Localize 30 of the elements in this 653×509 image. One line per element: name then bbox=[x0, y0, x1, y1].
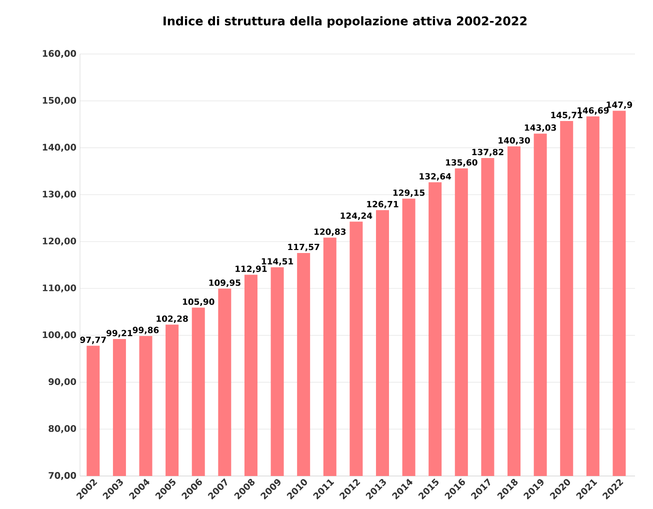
data-label: 105,90 bbox=[182, 298, 214, 306]
data-label: 140,30 bbox=[498, 137, 530, 145]
y-tick-label: 100,00 bbox=[42, 331, 76, 340]
data-label: 114,51 bbox=[262, 258, 294, 266]
data-label: 120,83 bbox=[314, 228, 346, 236]
data-label: 99,86 bbox=[132, 326, 159, 334]
data-label: 135,60 bbox=[446, 159, 478, 167]
y-tick-label: 70,00 bbox=[48, 472, 76, 480]
y-tick-label: 120,00 bbox=[42, 238, 76, 246]
y-tick-label: 80,00 bbox=[48, 425, 76, 434]
data-label: 117,57 bbox=[288, 244, 320, 252]
y-tick-label: 140,00 bbox=[42, 144, 76, 152]
data-label: 129,15 bbox=[393, 189, 425, 197]
data-label: 132,64 bbox=[420, 173, 452, 181]
y-tick-label: 110,00 bbox=[42, 284, 76, 292]
data-label: 124,24 bbox=[340, 212, 372, 220]
y-tick-label: 130,00 bbox=[42, 190, 76, 199]
data-label: 112,91 bbox=[236, 266, 267, 274]
y-tick-label: 90,00 bbox=[48, 378, 76, 386]
data-label: 109,95 bbox=[209, 280, 240, 287]
data-label: 126,71 bbox=[367, 200, 398, 208]
data-label: 143,03 bbox=[524, 124, 556, 132]
data-label: 99,21 bbox=[106, 330, 132, 338]
data-label: 102,28 bbox=[156, 315, 188, 323]
chart-title: Indice di struttura della popolazione attiva 2002-2022 bbox=[164, 16, 527, 28]
data-label: 97,77 bbox=[80, 336, 106, 344]
y-tick-label: 150,00 bbox=[42, 96, 76, 105]
y-tick-label: 160,00 bbox=[42, 50, 76, 58]
data-label: 137,82 bbox=[472, 148, 504, 156]
data-label: 147,9 bbox=[606, 102, 632, 110]
